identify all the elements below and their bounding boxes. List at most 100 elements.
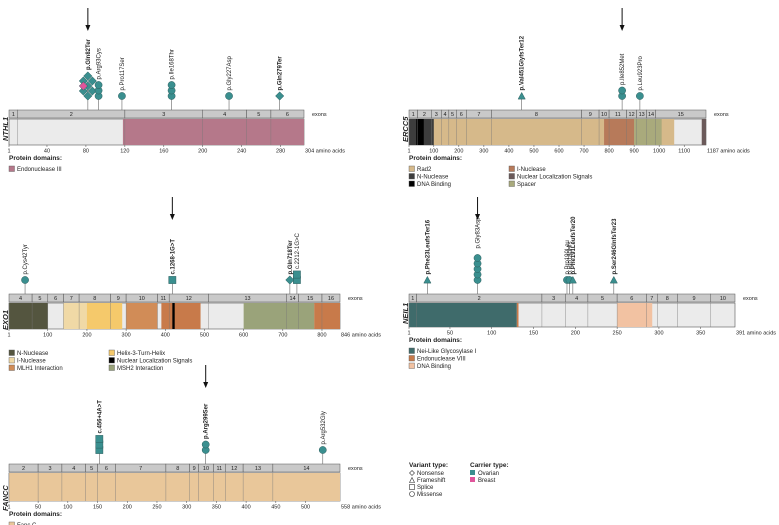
exons-label: exons xyxy=(312,112,327,118)
tick-label: 80 xyxy=(83,149,89,155)
exon-box xyxy=(655,109,707,119)
exon-label: 6 xyxy=(54,296,57,302)
variant-label: p.Phe23LeufsTer16 xyxy=(425,219,431,274)
variant-marker xyxy=(78,81,88,91)
variant-label: p.Ile168Thr xyxy=(170,49,176,79)
domains-title: Protein domains: xyxy=(9,511,62,518)
domain-swatch xyxy=(8,349,15,356)
tick-label: 1 xyxy=(7,505,10,511)
domain-block xyxy=(516,303,519,327)
exon-label: 9 xyxy=(589,112,592,118)
carrier-swatch xyxy=(470,477,475,482)
variant-marker xyxy=(293,270,301,279)
exon-label: 3 xyxy=(552,296,555,302)
domain-block xyxy=(634,119,662,145)
tick-label: 600 xyxy=(554,149,563,155)
exon-label: 2 xyxy=(478,296,481,302)
domain-block xyxy=(409,303,517,327)
exons-label: exons xyxy=(348,296,363,302)
variant-type-name: Splice xyxy=(417,485,434,491)
variant-label: p.Gln718Ter xyxy=(288,240,294,275)
variant-marker xyxy=(275,91,285,101)
variant-label: p.Gln82Ter xyxy=(86,38,92,70)
exon-label: 8 xyxy=(176,466,179,472)
tick-label: 250 xyxy=(613,331,622,337)
exon-label: 7 xyxy=(477,112,480,118)
domain-swatch xyxy=(8,357,15,364)
tick-label: 50 xyxy=(35,505,41,511)
variant-label: p.Cys42Tyr xyxy=(23,244,29,274)
variant-label: c.2212-1G>C xyxy=(295,232,301,269)
tick-label: 100 xyxy=(429,149,438,155)
variant-marker xyxy=(225,92,233,100)
exon-label: 13 xyxy=(255,466,261,472)
exon-label: 8 xyxy=(535,112,538,118)
exon-label: 16 xyxy=(328,296,334,302)
exon-label: 4 xyxy=(223,112,226,118)
exon-box xyxy=(270,109,305,119)
exon-label: 8 xyxy=(666,296,669,302)
exon-label: 5 xyxy=(257,112,260,118)
exon-label: 14 xyxy=(303,466,309,472)
tick-label: 900 xyxy=(630,149,639,155)
exon-label: 3 xyxy=(435,112,438,118)
domain-name: DNA Binding xyxy=(417,364,451,370)
tick-label: 400 xyxy=(161,333,170,339)
tick-label: 200 xyxy=(571,331,580,337)
exon-label: 1 xyxy=(412,112,415,118)
exon-label: 14 xyxy=(648,112,654,118)
length-label: 1187 amino acids xyxy=(707,149,750,155)
domain-block xyxy=(9,473,340,501)
domain-block xyxy=(9,303,48,329)
length-label: 558 amino acids xyxy=(341,505,381,511)
tick-label: 300 xyxy=(122,333,131,339)
domain-name: N-Nuclease xyxy=(17,351,49,357)
domains-title: Protein domains: xyxy=(9,155,62,162)
domain-name: Helix-3-Turn-Helix xyxy=(117,351,165,357)
exon-label: 4 xyxy=(19,296,22,302)
exon-label: 8 xyxy=(93,296,96,302)
domains-title: Protein domains: xyxy=(409,337,462,344)
variant-marker xyxy=(83,71,93,81)
exons-label: exons xyxy=(714,112,729,118)
exon-label: 6 xyxy=(105,466,108,472)
domain-swatch xyxy=(408,362,415,369)
tick-label: 1 xyxy=(7,333,10,339)
variant-marker xyxy=(83,91,93,101)
frameshift-icon xyxy=(409,476,415,483)
exon-label: 3 xyxy=(162,112,165,118)
domain-name: Spacer xyxy=(517,182,536,188)
tick-label: 240 xyxy=(237,149,246,155)
domain-swatch xyxy=(408,355,415,362)
exons-label: exons xyxy=(743,296,758,302)
domain-swatch xyxy=(108,364,115,371)
arrow-head xyxy=(619,25,625,31)
gene-name: EXO1 xyxy=(1,310,10,330)
tick-label: 500 xyxy=(529,149,538,155)
domain-name: DNA Binding xyxy=(417,182,451,188)
domain-swatch xyxy=(108,357,115,364)
tick-label: 200 xyxy=(454,149,463,155)
nonsense-icon xyxy=(409,470,415,476)
arrow-head xyxy=(85,25,91,31)
tick-label: 800 xyxy=(604,149,613,155)
tick-label: 400 xyxy=(504,149,513,155)
exon-label: 2 xyxy=(22,466,25,472)
variant-marker xyxy=(168,276,177,284)
variant-type-name: Missense xyxy=(417,492,443,498)
exon-label: 9 xyxy=(193,466,196,472)
domain-name: Nei-Like Glycosylase I xyxy=(417,349,477,355)
exon-label: 13 xyxy=(244,296,250,302)
variant-label: c.456+4A>T xyxy=(97,400,103,434)
exon-label: 12 xyxy=(186,296,192,302)
tick-label: 700 xyxy=(579,149,588,155)
variant-label: c.1268-1G>T xyxy=(170,239,176,275)
domain-name: Fanc C xyxy=(17,523,37,525)
domain-block xyxy=(126,303,158,329)
domain-name: Nuclear Localization Signals xyxy=(517,175,592,181)
exon-label: 12 xyxy=(231,466,237,472)
exon-label: 15 xyxy=(678,112,684,118)
variant-label: p.Arg532Gly xyxy=(321,411,327,444)
tick-label: 400 xyxy=(242,505,251,511)
